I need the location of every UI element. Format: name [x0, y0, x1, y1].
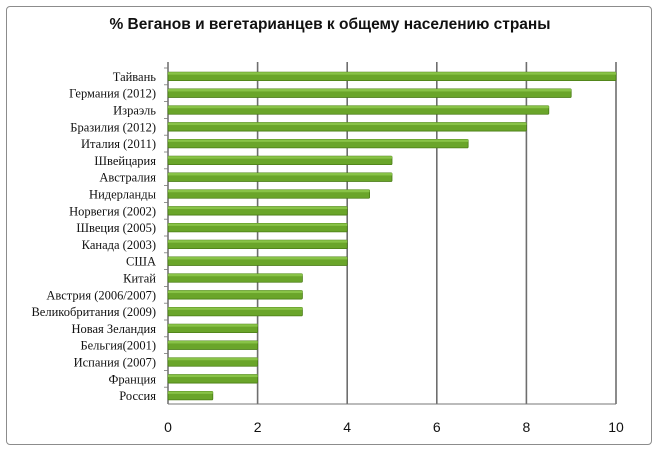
bar-highlight [168, 340, 258, 344]
x-tick-label: 10 [608, 419, 624, 435]
x-tick-label: 6 [433, 419, 441, 435]
category-label: Великобритания (2009) [31, 305, 156, 319]
category-label: Бельгия(2001) [80, 339, 156, 353]
category-label: Германия (2012) [69, 87, 156, 101]
category-label: Австралия [99, 171, 156, 185]
bar-highlight [168, 374, 258, 378]
category-label: Нидерланды [89, 188, 157, 202]
category-label: Франция [109, 372, 157, 386]
category-label: Россия [119, 389, 156, 403]
bar-highlight [168, 290, 303, 294]
category-label: Тайвань [113, 70, 157, 84]
bar-highlight [168, 240, 348, 243]
bar-highlight [168, 206, 348, 210]
category-label: Израэль [113, 104, 156, 118]
bar-highlight [168, 72, 616, 75]
bar-highlight [168, 189, 370, 193]
category-label: Китай [123, 272, 156, 286]
category-label: Швеция (2005) [76, 221, 156, 235]
category-label: США [126, 255, 156, 269]
x-tick-label: 4 [343, 419, 351, 435]
bar-highlight [168, 139, 469, 142]
x-tick-label: 2 [254, 419, 262, 435]
x-tick-label: 0 [164, 419, 172, 435]
bar-highlight [168, 391, 213, 394]
category-label: Новая Зеландия [71, 322, 156, 336]
category-label: Канада (2003) [82, 238, 156, 252]
bar-highlight [168, 357, 258, 361]
bar-highlight [168, 324, 258, 327]
bar-highlight [168, 256, 348, 260]
category-label: Швейцария [94, 154, 156, 168]
bar-highlight [168, 223, 348, 226]
bar-highlight [168, 105, 549, 109]
category-label: Испания (2007) [74, 356, 156, 370]
bar-highlight [168, 156, 392, 159]
category-label: Бразилия (2012) [70, 120, 156, 134]
bar-highlight [168, 122, 527, 126]
bar-highlight [168, 273, 303, 277]
x-tick-label: 8 [523, 419, 531, 435]
bar-highlight [168, 307, 303, 310]
category-label: Австрия (2006/2007) [46, 288, 156, 302]
chart-title: % Веганов и вегетарианцев к общему насел… [109, 16, 551, 33]
bar-highlight [168, 172, 392, 176]
bar-highlight [168, 88, 572, 92]
category-label: Италия (2011) [81, 137, 156, 151]
category-label: Норвегия (2002) [69, 204, 156, 218]
